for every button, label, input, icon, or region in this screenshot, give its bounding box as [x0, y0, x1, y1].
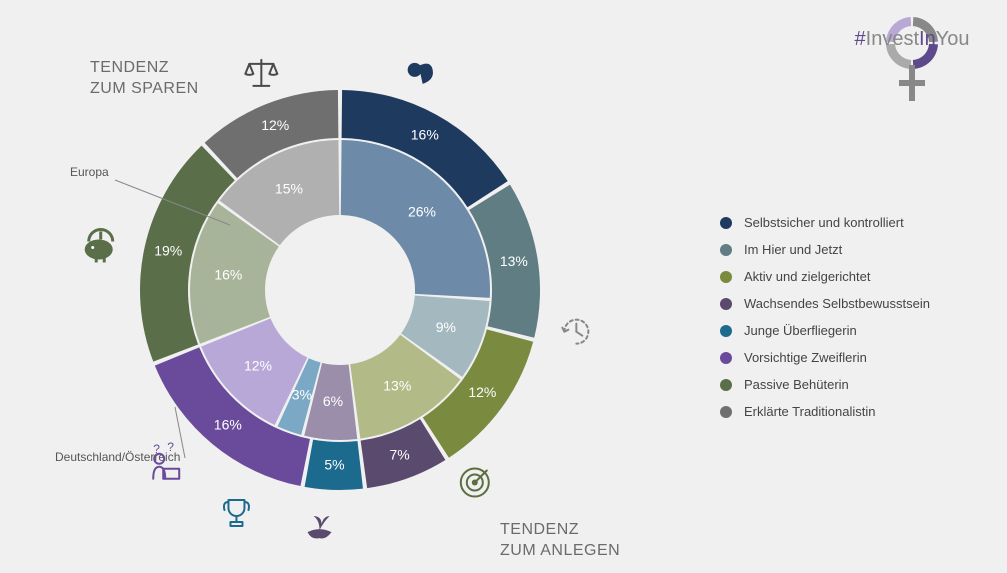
- ok-hand-icon: [409, 64, 433, 84]
- legend-item-selbstsicher: Selbstsicher und kontrolliert: [720, 215, 930, 230]
- outer-pct-vorsichtig: 16%: [214, 416, 242, 432]
- legend: Selbstsicher und kontrolliert Im Hier und…: [720, 215, 930, 431]
- investinyou-logo: #InvestInYou: [837, 15, 987, 51]
- legend-swatch: [720, 406, 732, 418]
- clock-icon: [562, 320, 588, 344]
- legend-item-aktiv: Aktiv und zielgerichtet: [720, 269, 930, 284]
- legend-label: Selbstsicher und kontrolliert: [744, 215, 904, 230]
- confused-icon: ??: [153, 440, 179, 479]
- inner-pct-junge: 3%: [292, 387, 312, 403]
- legend-item-passiv: Passive Behüterin: [720, 377, 930, 392]
- legend-item-junge: Junge Überfliegerin: [720, 323, 930, 338]
- piggy-icon: [85, 229, 113, 262]
- logo-word1: Invest: [866, 28, 919, 50]
- inner-pct-selbstsicher: 26%: [408, 204, 436, 220]
- inner-pct-wachsend: 6%: [323, 393, 343, 409]
- legend-label: Wachsendes Selbstbewusstsein: [744, 296, 930, 311]
- legend-swatch: [720, 352, 732, 364]
- outer-pct-traditionalistin: 12%: [261, 117, 289, 133]
- inner-pct-imhier: 9%: [436, 319, 456, 335]
- legend-item-vorsichtig: Vorsichtige Zweiflerin: [720, 350, 930, 365]
- inner-pct-traditionalistin: 15%: [275, 180, 303, 196]
- svg-text:?: ?: [153, 442, 160, 456]
- legend-label: Junge Überfliegerin: [744, 323, 857, 338]
- inner-pct-vorsichtig: 12%: [244, 358, 272, 374]
- legend-label: Aktiv und zielgerichtet: [744, 269, 870, 284]
- logo-hash: #: [855, 28, 866, 50]
- legend-swatch: [720, 217, 732, 229]
- trophy-icon: [224, 500, 249, 526]
- legend-item-traditionalistin: Erklärte Traditionalistin: [720, 404, 930, 419]
- outer-pct-aktiv: 12%: [468, 384, 496, 400]
- inner-pct-aktiv: 13%: [383, 378, 411, 394]
- outer-pct-junge: 5%: [324, 457, 344, 473]
- legend-swatch: [720, 271, 732, 283]
- target-icon: [461, 469, 489, 497]
- legend-item-imhier: Im Hier und Jetzt: [720, 242, 930, 257]
- outer-pct-wachsend: 7%: [390, 446, 410, 462]
- svg-text:?: ?: [167, 440, 174, 454]
- outer-pct-passiv: 19%: [154, 242, 182, 258]
- outer-pct-imhier: 13%: [500, 253, 528, 269]
- logo-word3: You: [936, 28, 970, 50]
- legend-swatch: [720, 379, 732, 391]
- legend-label: Vorsichtige Zweiflerin: [744, 350, 867, 365]
- plant-hand-icon: [308, 516, 332, 538]
- scales-icon: [245, 60, 277, 86]
- outer-pct-selbstsicher: 16%: [411, 126, 439, 142]
- logo-text: #InvestInYou: [837, 28, 987, 51]
- legend-swatch: [720, 244, 732, 256]
- inner-pct-passiv: 16%: [214, 267, 242, 283]
- logo-word2: In: [919, 28, 936, 50]
- legend-label: Im Hier und Jetzt: [744, 242, 842, 257]
- legend-swatch: [720, 298, 732, 310]
- legend-label: Passive Behüterin: [744, 377, 849, 392]
- legend-swatch: [720, 325, 732, 337]
- legend-label: Erklärte Traditionalistin: [744, 404, 876, 419]
- callout-deat: [175, 407, 185, 458]
- legend-item-wachsend: Wachsendes Selbstbewusstsein: [720, 296, 930, 311]
